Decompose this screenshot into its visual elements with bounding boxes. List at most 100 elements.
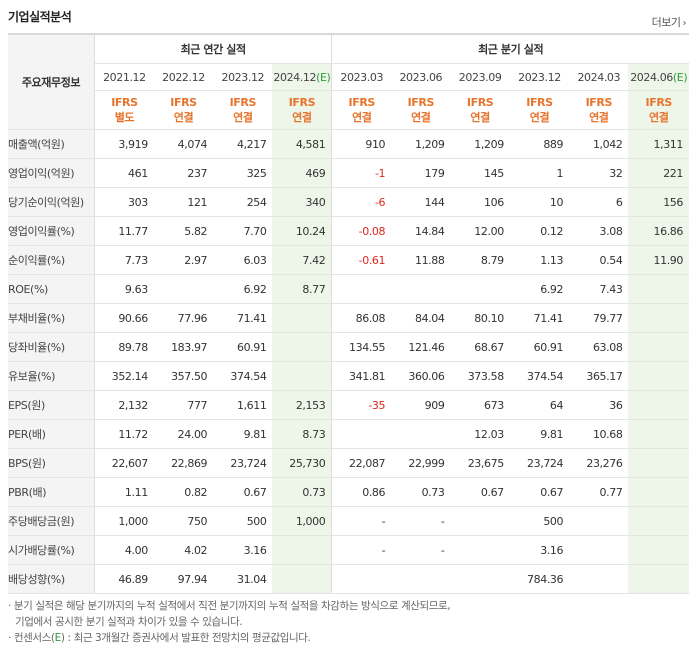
value-cell: 325 <box>213 158 273 188</box>
value-cell: 8.77 <box>272 274 333 304</box>
value-cell: 1,209 <box>391 129 451 159</box>
value-cell <box>628 564 689 594</box>
value-cell: 134.55 <box>331 332 392 362</box>
period-header: 2023.03 <box>331 63 392 91</box>
more-label: 더보기 <box>651 16 681 29</box>
value-cell: 750 <box>153 506 214 536</box>
value-cell: 31.04 <box>213 564 273 594</box>
value-cell: 144 <box>391 187 451 217</box>
standard-header: IFRS 연결 <box>153 90 214 130</box>
value-cell: 1,611 <box>213 390 273 420</box>
chevron-right-icon: › <box>682 18 687 29</box>
footnote-quarter: · 분기 실적은 해당 분기까지의 누적 실적에서 직전 분기까지의 누적 실적… <box>8 600 451 612</box>
value-cell: 6.92 <box>509 274 570 304</box>
value-cell <box>331 274 392 304</box>
standard-header: IFRS 연결 <box>450 90 510 130</box>
value-cell: 22,999 <box>391 448 451 478</box>
value-cell <box>628 477 689 507</box>
value-cell: 5.82 <box>153 216 214 246</box>
value-cell: 84.04 <box>391 303 451 333</box>
period-header: 2022.12 <box>153 63 214 91</box>
row-label: 순이익률(%) <box>8 245 95 275</box>
value-cell: 3.08 <box>569 216 629 246</box>
value-cell: 374.54 <box>213 361 273 391</box>
value-cell: - <box>391 535 451 565</box>
financial-table: 주요재무정보 최근 연간 실적 최근 분기 실적 2021.12 2022.12 2… <box>8 33 689 594</box>
value-cell: 1,042 <box>569 129 629 159</box>
value-cell: 12.03 <box>450 419 510 449</box>
value-cell: 1.11 <box>94 477 154 507</box>
period-header: 2021.12 <box>94 63 154 91</box>
row-label: EPS(원) <box>8 390 95 420</box>
table-row: 영업이익률(%) 11.77 5.82 7.70 10.24 -0.08 14.84 12.0… <box>8 216 689 246</box>
value-cell: 14.84 <box>391 216 451 246</box>
period-header: 2023.12 <box>509 63 570 91</box>
value-cell: 221 <box>628 158 689 188</box>
row-label: 배당성향(%) <box>8 564 95 594</box>
row-label: 부채비율(%) <box>8 303 95 333</box>
period-header: 2023.09 <box>450 63 510 91</box>
value-cell: 469 <box>272 158 333 188</box>
value-cell: 11.88 <box>391 245 451 275</box>
table-row: 순이익률(%) 7.73 2.97 6.03 7.42 -0.61 11.88 8.79 1.1… <box>8 245 689 275</box>
value-cell: 0.86 <box>331 477 392 507</box>
value-cell: 9.81 <box>213 419 273 449</box>
value-cell: 121 <box>153 187 214 217</box>
value-cell: 4.00 <box>94 535 154 565</box>
value-cell: 16.86 <box>628 216 689 246</box>
table-row: 유보율(%) 352.14 357.50 374.54 341.81 360.06 373.… <box>8 361 689 391</box>
period-header: 2023.06 <box>391 63 451 91</box>
value-cell: 4,217 <box>213 129 273 159</box>
value-cell: 9.63 <box>94 274 154 304</box>
value-cell: 777 <box>153 390 214 420</box>
value-cell: 22,087 <box>331 448 392 478</box>
table-row: 주당배당금(원) 1,000 750 500 1,000- -500 <box>8 506 689 536</box>
period-header: 2024.12(E) <box>272 63 333 91</box>
value-cell: 352.14 <box>94 361 154 391</box>
value-cell: - <box>331 506 392 536</box>
value-cell: 2.97 <box>153 245 214 275</box>
value-cell: 68.67 <box>450 332 510 362</box>
value-cell: 23,724 <box>213 448 273 478</box>
value-cell: 60.91 <box>509 332 570 362</box>
value-cell: 365.17 <box>569 361 629 391</box>
value-cell: 4,581 <box>272 129 333 159</box>
table-row: 당기순이익(억원) 303 121 254 340 -6 144 106 10 6 156 <box>8 187 689 217</box>
value-cell: 4.02 <box>153 535 214 565</box>
value-cell: 9.81 <box>509 419 570 449</box>
value-cell: 7.73 <box>94 245 154 275</box>
value-cell: 7.70 <box>213 216 273 246</box>
value-cell: 10.68 <box>569 419 629 449</box>
value-cell: 373.58 <box>450 361 510 391</box>
value-cell: 340 <box>272 187 333 217</box>
value-cell: 0.67 <box>213 477 273 507</box>
value-cell: 1,209 <box>450 129 510 159</box>
value-cell: 673 <box>450 390 510 420</box>
value-cell <box>391 419 451 449</box>
value-cell: 0.82 <box>153 477 214 507</box>
table-row: 배당성향(%) 46.89 97.94 31.04 784.36 <box>8 564 689 594</box>
period-header: 2024.03 <box>569 63 629 91</box>
value-cell: 90.66 <box>94 303 154 333</box>
standard-header: IFRS 별도 <box>94 90 154 130</box>
value-cell <box>628 274 689 304</box>
standard-header: IFRS 연결 <box>213 90 273 130</box>
value-cell: 1.13 <box>509 245 570 275</box>
value-cell: 11.90 <box>628 245 689 275</box>
value-cell: 8.79 <box>450 245 510 275</box>
more-link[interactable]: 더보기 › <box>651 14 687 30</box>
table-row: 매출액(억원) 3,919 4,074 4,217 4,581 910 1,209 1,209… <box>8 129 689 159</box>
value-cell <box>450 564 510 594</box>
footnote-quarter-cont: 기업에서 공시한 분기 실적과 차이가 있을 수 있습니다. <box>15 616 243 628</box>
value-cell: 64 <box>509 390 570 420</box>
value-cell <box>628 361 689 391</box>
value-cell: 36 <box>569 390 629 420</box>
standard-header: IFRS 연결 <box>628 90 689 130</box>
value-cell: 1,000 <box>272 506 333 536</box>
value-cell: 22,869 <box>153 448 214 478</box>
value-cell: -35 <box>331 390 392 420</box>
value-cell: 23,675 <box>450 448 510 478</box>
value-cell: 237 <box>153 158 214 188</box>
value-cell: 183.97 <box>153 332 214 362</box>
value-cell: 79.77 <box>569 303 629 333</box>
